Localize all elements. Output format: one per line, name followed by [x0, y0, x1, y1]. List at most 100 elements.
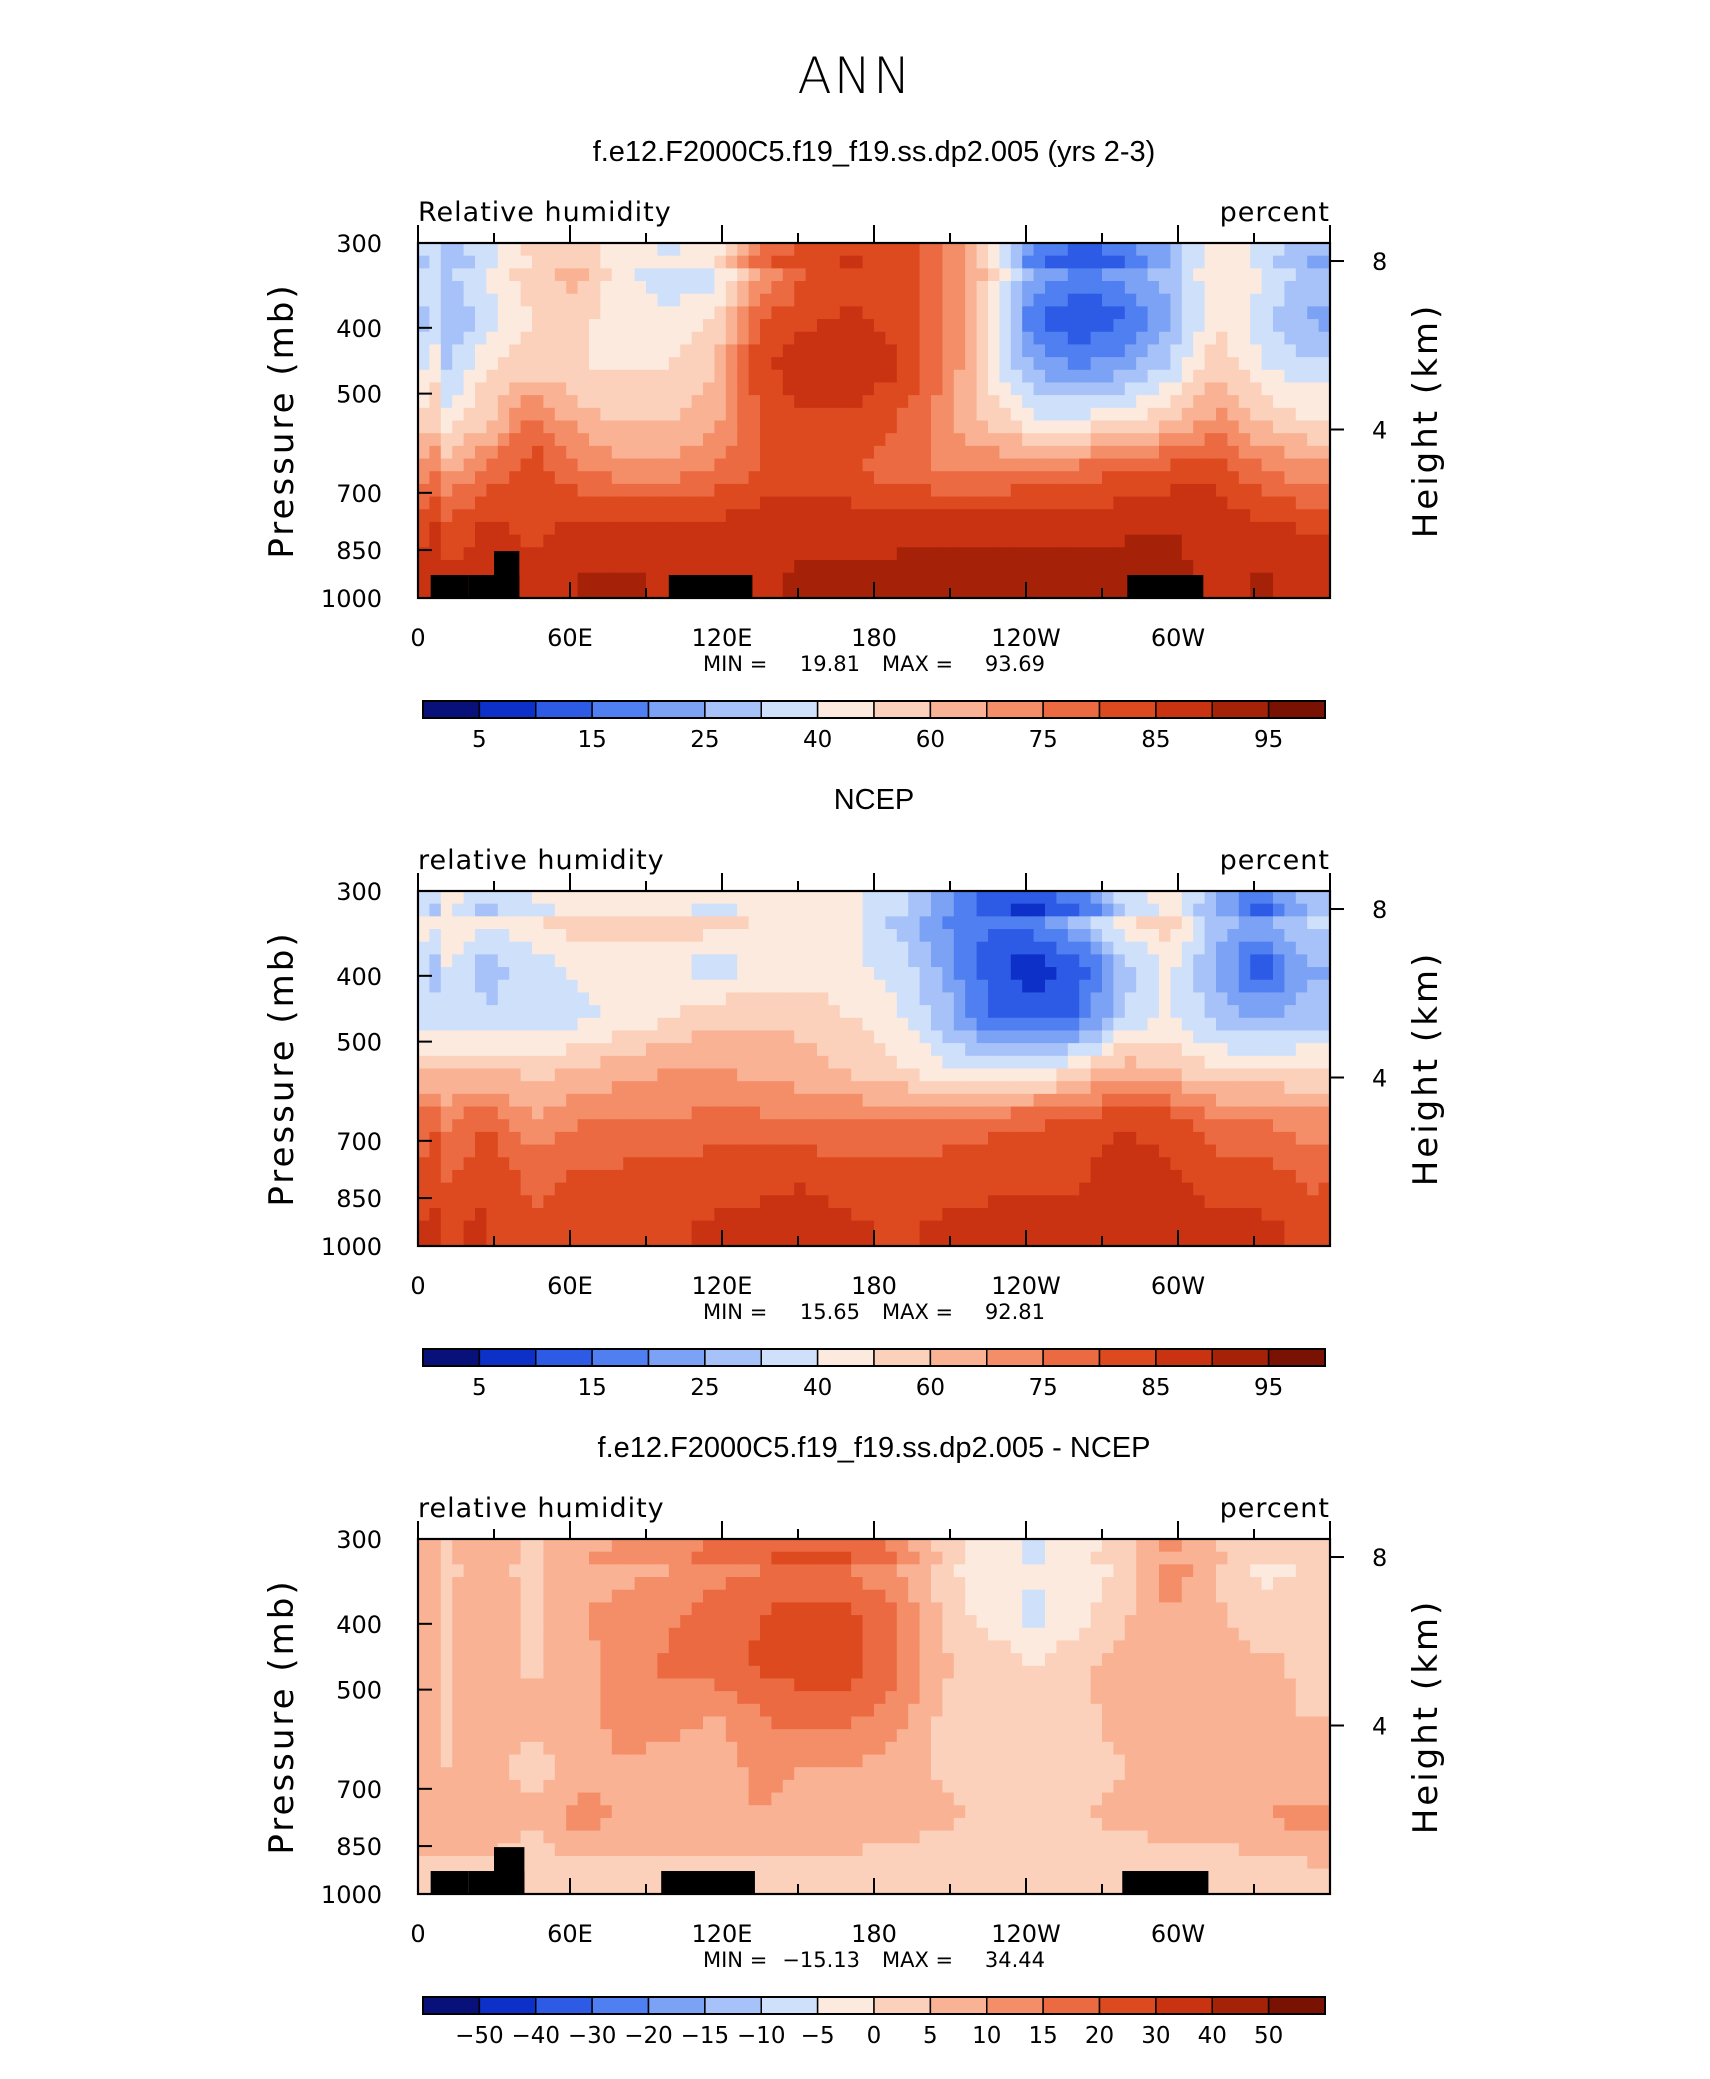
field-cell	[783, 1221, 795, 1234]
field-cell	[1273, 1094, 1285, 1107]
field-cell	[942, 1233, 954, 1246]
field-cell	[988, 357, 1000, 370]
field-cell	[863, 1208, 875, 1221]
field-cell	[498, 357, 510, 370]
field-cell	[1136, 1195, 1148, 1208]
field-cell	[840, 357, 852, 370]
field-cell	[817, 573, 829, 586]
field-cell	[600, 497, 612, 510]
field-cell	[999, 573, 1011, 586]
field-cell	[703, 522, 715, 535]
field-cell	[452, 509, 464, 522]
field-cell	[1091, 573, 1103, 586]
field-cell	[977, 916, 989, 929]
field-cell	[1136, 459, 1148, 472]
field-cell	[999, 929, 1011, 942]
field-cell	[612, 433, 624, 446]
field-cell	[714, 319, 726, 332]
field-cell	[498, 891, 510, 904]
field-cell	[988, 484, 1000, 497]
field-cell	[771, 1552, 783, 1565]
field-cell	[931, 446, 943, 459]
field-cell	[1239, 1183, 1251, 1196]
field-cell	[1148, 370, 1160, 383]
field-cell	[965, 268, 977, 281]
field-cell	[885, 929, 897, 942]
field-cell	[942, 1577, 954, 1590]
field-cell	[1250, 446, 1262, 459]
field-cell	[646, 344, 658, 357]
field-cell	[1022, 1030, 1034, 1043]
field-cell	[908, 1005, 920, 1018]
field-cell	[646, 1208, 658, 1221]
field-cell	[441, 1233, 453, 1246]
field-cell	[1045, 904, 1057, 917]
min-label: MIN =	[703, 652, 767, 676]
field-cell	[840, 992, 852, 1005]
field-cell	[486, 408, 498, 421]
field-cell	[908, 306, 920, 319]
field-cell	[954, 306, 966, 319]
field-cell	[1079, 980, 1091, 993]
field-cell	[543, 954, 555, 967]
field-cell	[1307, 980, 1319, 993]
field-cell	[418, 243, 430, 256]
field-cell	[851, 535, 863, 548]
field-cell	[623, 1069, 635, 1082]
field-cell	[1125, 1170, 1137, 1183]
field-cell	[441, 547, 453, 560]
field-cell	[851, 547, 863, 560]
field-cell	[612, 904, 624, 917]
field-cell	[885, 904, 897, 917]
field-cell	[920, 471, 932, 484]
field-cell	[1045, 1145, 1057, 1158]
field-cell	[657, 891, 669, 904]
field-cell	[1034, 904, 1046, 917]
field-cell	[566, 1577, 578, 1590]
field-cell	[555, 1145, 567, 1158]
field-cell	[988, 1043, 1000, 1056]
field-cell	[1102, 408, 1114, 421]
field-cell	[1091, 357, 1103, 370]
field-cell	[703, 942, 715, 955]
field-cell	[1011, 1564, 1023, 1577]
field-cell	[920, 1208, 932, 1221]
field-cell	[851, 929, 863, 942]
field-cell	[817, 1030, 829, 1043]
field-cell	[669, 1018, 681, 1031]
field-cell	[749, 992, 761, 1005]
field-cell	[1056, 1170, 1068, 1183]
field-cell	[988, 1030, 1000, 1043]
field-cell	[1319, 535, 1331, 548]
field-cell	[737, 332, 749, 345]
field-cell	[418, 1539, 430, 1552]
field-cell	[441, 535, 453, 548]
field-cell	[521, 256, 533, 269]
field-cell	[1170, 471, 1182, 484]
field-cell	[794, 522, 806, 535]
field-cell	[783, 585, 795, 598]
field-cell	[498, 1018, 510, 1031]
field-cell	[749, 1094, 761, 1107]
field-cell	[851, 1043, 863, 1056]
field-cell	[1170, 243, 1182, 256]
field-cell	[680, 1005, 692, 1018]
field-cell	[1148, 1069, 1160, 1082]
field-cell	[749, 547, 761, 560]
field-cell	[1262, 1552, 1274, 1565]
field-cell	[1148, 1564, 1160, 1577]
field-cell	[840, 522, 852, 535]
field-cell	[999, 1233, 1011, 1246]
field-cell	[737, 1233, 749, 1246]
field-cell	[452, 459, 464, 472]
field-cell	[714, 547, 726, 560]
field-cell	[749, 1221, 761, 1234]
field-cell	[600, 1018, 612, 1031]
field-cell	[657, 421, 669, 434]
field-cell	[509, 1132, 521, 1145]
field-cell	[509, 243, 521, 256]
field-cell	[680, 929, 692, 942]
field-cell	[999, 560, 1011, 573]
field-cell	[475, 357, 487, 370]
field-cell	[806, 509, 818, 522]
